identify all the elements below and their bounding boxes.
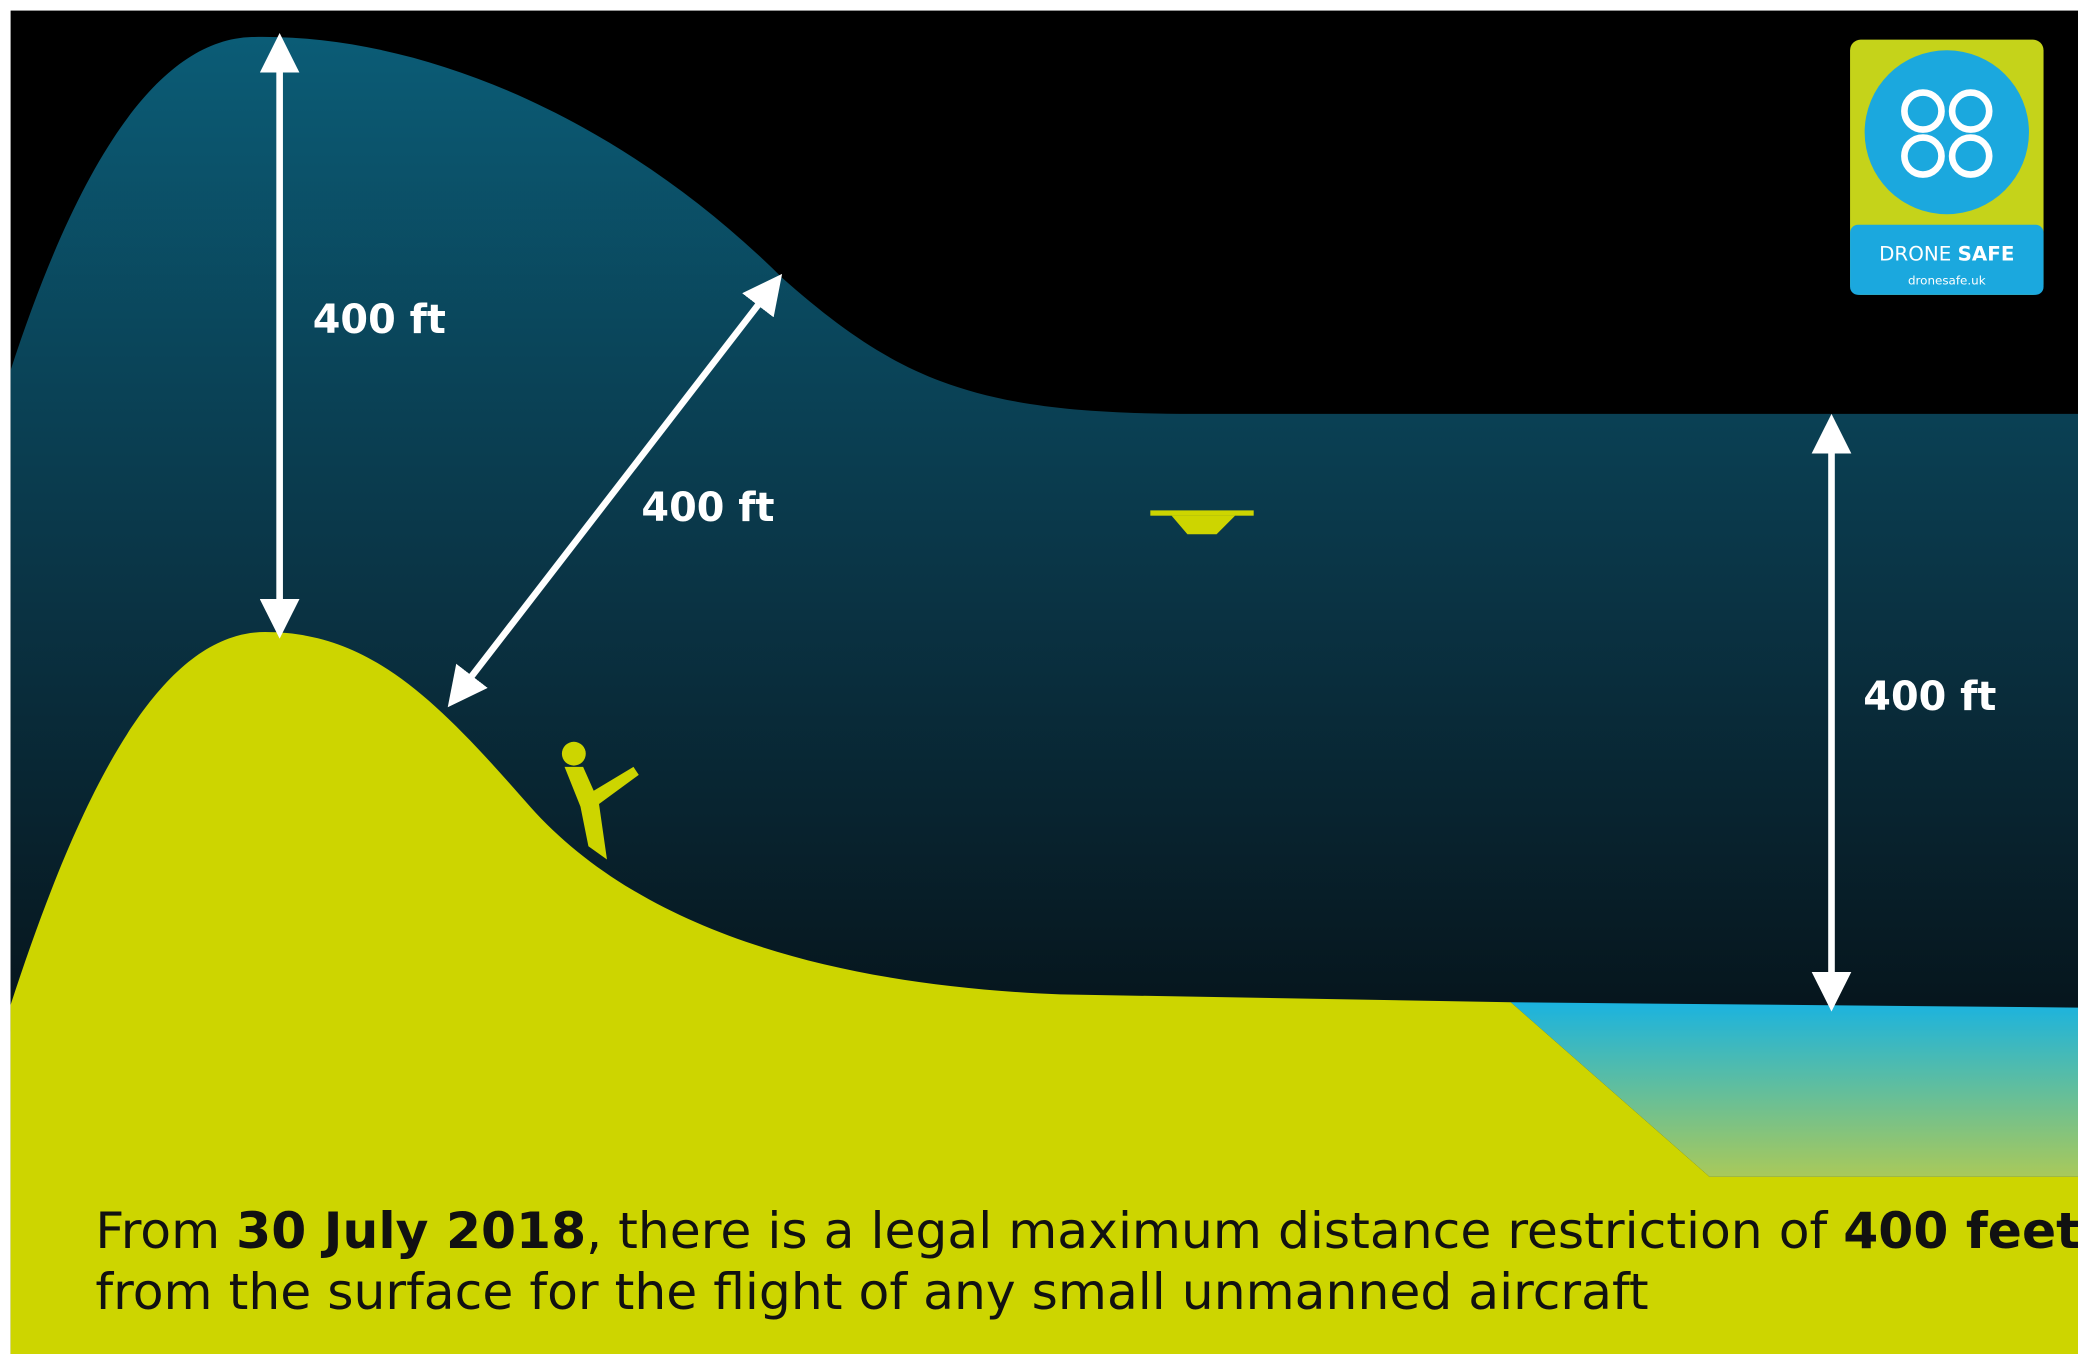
logo-name-bold: SAFE: [1958, 243, 2015, 266]
logo: DRONE SAFE dronesafe.uk: [1850, 40, 2043, 295]
caption-line: From 30 July 2018, there is a legal maxi…: [95, 1201, 2078, 1260]
logo-name: DRONE SAFE: [1879, 243, 2014, 266]
caption-bold: 400 feet: [1843, 1201, 2078, 1260]
caption-text: , there is a legal maximum distance rest…: [586, 1201, 1843, 1260]
height-label: 400 ft: [1863, 674, 1996, 720]
height-label: 400 ft: [313, 297, 446, 343]
logo-url: dronesafe.uk: [1908, 273, 1986, 287]
infographic: 400 ft 400 ft 400 ft DRONE SAFE dronesaf…: [0, 0, 2078, 1354]
logo-name-light: DRONE: [1879, 243, 1951, 266]
caption-line: from the surface for the flight of any s…: [95, 1262, 1648, 1321]
page: {"labels": ["400 ft", "400 ft", "400 ft"…: [0, 0, 2078, 1354]
caption-bold: 30 July 2018: [236, 1201, 586, 1260]
height-label: 400 ft: [641, 485, 774, 531]
caption-text: From: [95, 1201, 236, 1260]
